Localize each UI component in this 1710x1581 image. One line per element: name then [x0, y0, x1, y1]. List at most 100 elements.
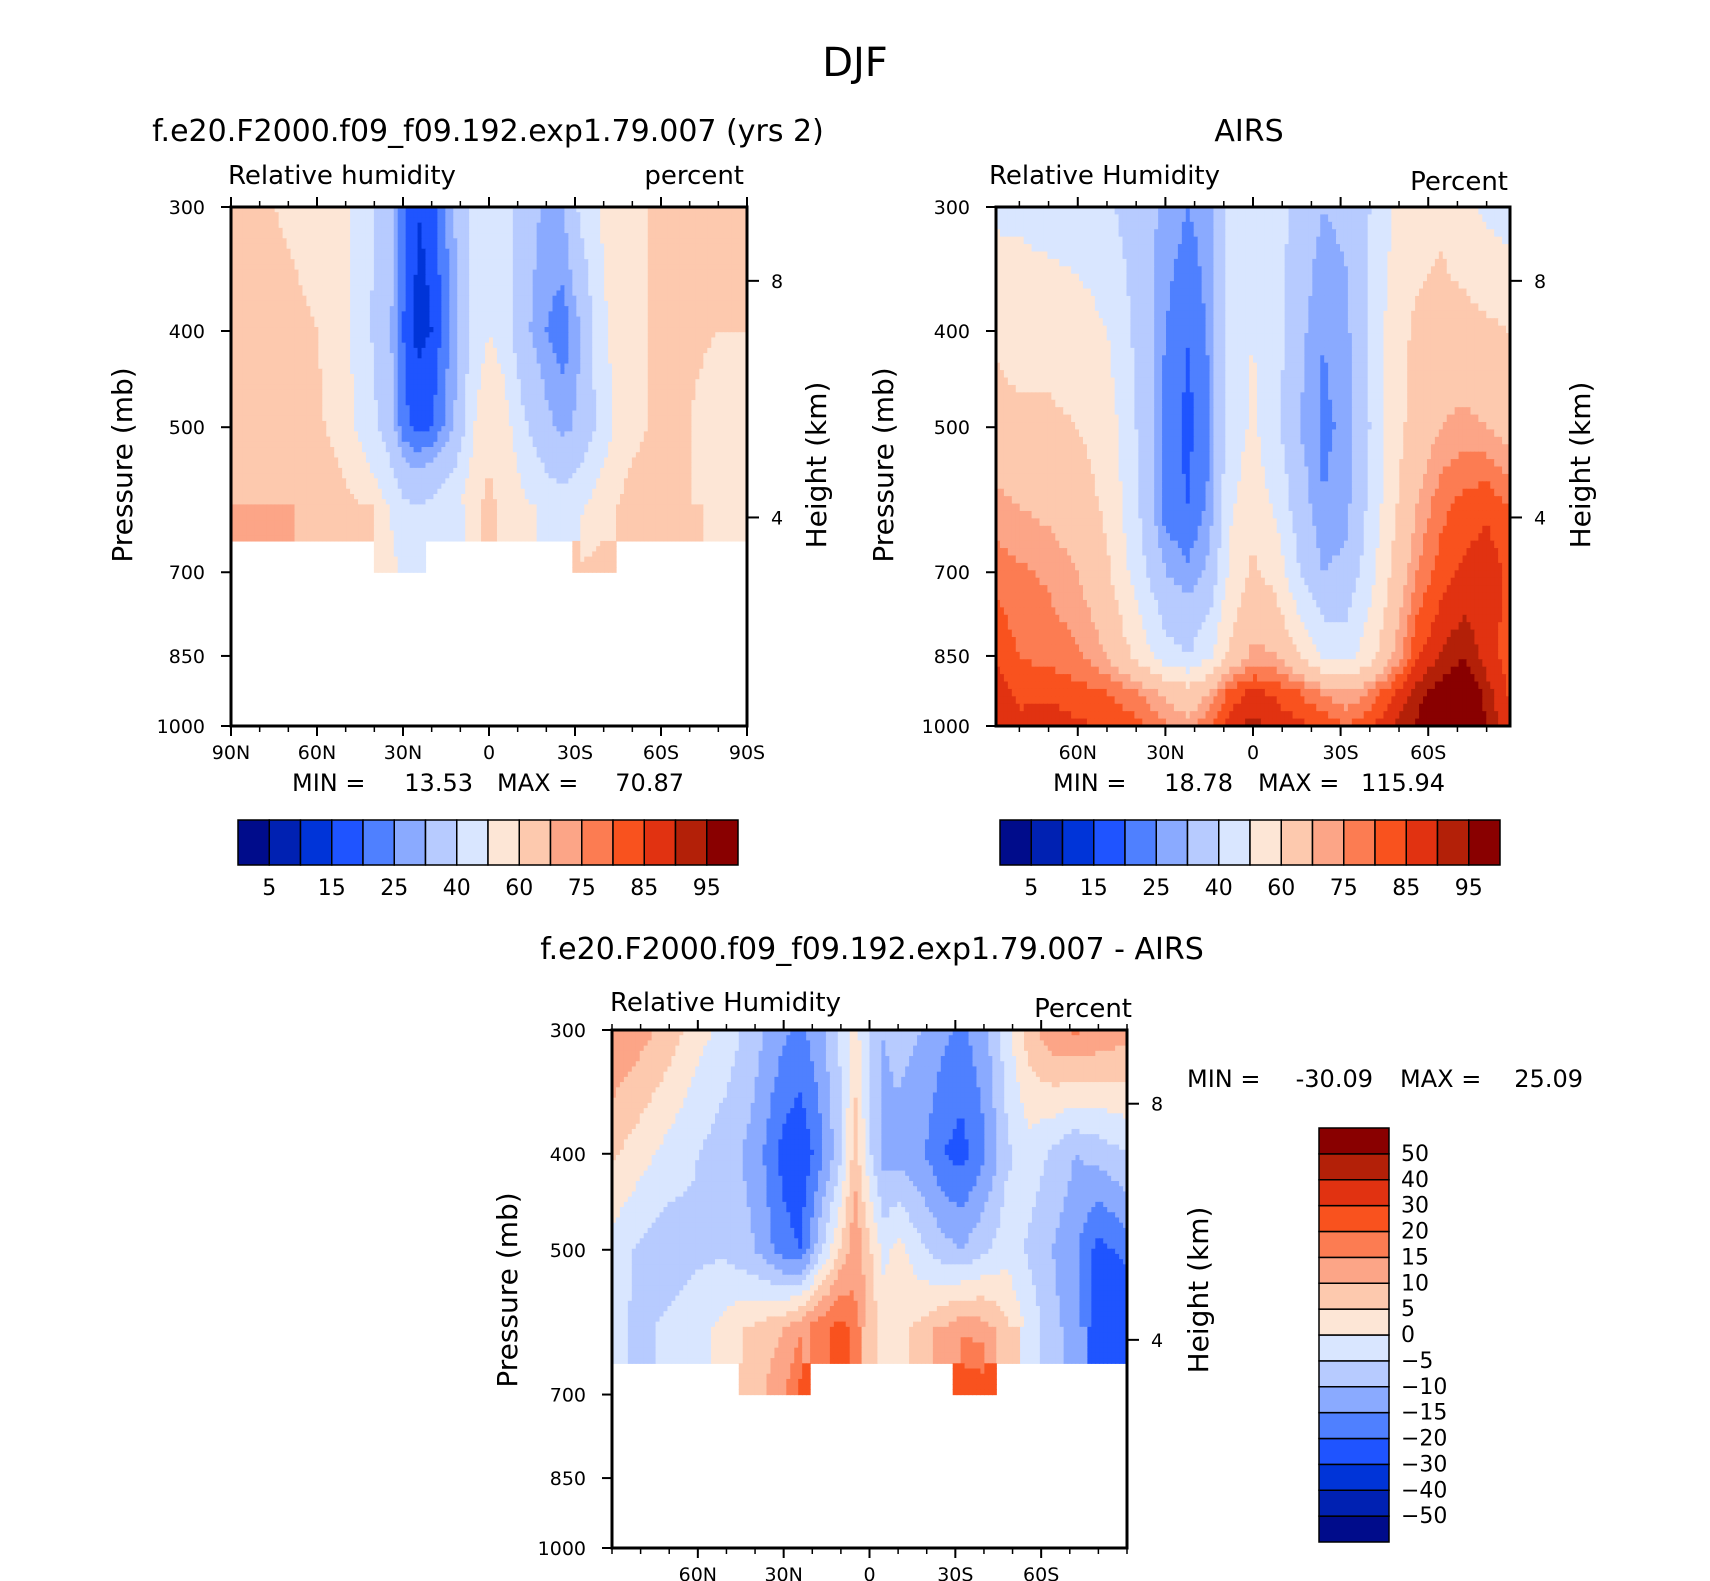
contour-cell [274, 269, 280, 276]
contour-cell [461, 316, 466, 323]
contour-cell [282, 400, 288, 406]
contour-cell [735, 384, 740, 391]
contour-cell [413, 368, 419, 375]
contour-cell [588, 290, 593, 297]
contour-cell [441, 212, 446, 219]
contour-cell [489, 389, 494, 396]
contour-cell [350, 342, 355, 349]
contour-cell [242, 295, 248, 302]
contour-cell [373, 269, 379, 276]
contour-cell [421, 212, 427, 219]
contour-cell [425, 280, 431, 286]
contour-cell [346, 300, 351, 307]
contour-cell [330, 248, 335, 255]
contour-cell [350, 337, 355, 344]
contour-cell [310, 368, 315, 375]
contour-cell [461, 394, 466, 401]
contour-cell [655, 269, 661, 276]
contour-cell [731, 285, 736, 292]
contour-cell [342, 243, 347, 250]
contour-cell [623, 306, 629, 312]
contour-cell [270, 363, 276, 370]
contour-cell [489, 300, 494, 307]
contour-cell [258, 248, 264, 255]
contour-cell [596, 233, 601, 239]
contour-cell [596, 212, 601, 219]
contour-cell [687, 207, 693, 213]
contour-cell [429, 264, 435, 271]
contour-cell [354, 212, 359, 219]
contour-cell [282, 269, 288, 276]
contour-cell [727, 306, 732, 312]
contour-cell [544, 332, 550, 339]
contour-cell [231, 217, 236, 224]
contour-cell [238, 311, 244, 318]
contour-cell [548, 238, 554, 245]
contour-cell [596, 400, 601, 406]
contour-cell [576, 207, 581, 213]
contour-cell [298, 363, 304, 370]
contour-cell [612, 306, 617, 312]
contour-cell [242, 373, 248, 380]
contour-cell [564, 347, 569, 354]
contour-cell [342, 280, 347, 286]
contour-cell [445, 353, 450, 359]
contour-cell [429, 290, 435, 297]
contour-cell [723, 269, 728, 276]
contour-cell [699, 311, 704, 318]
contour-cell [318, 253, 323, 260]
contour-cell [389, 321, 395, 328]
contour-cell [528, 212, 534, 219]
contour-cell [500, 342, 506, 349]
contour-cell [600, 347, 605, 354]
contour-cell [616, 238, 621, 245]
contour-cell [389, 222, 395, 229]
contour-cell [461, 353, 466, 359]
contour-cell [286, 280, 292, 286]
contour-cell [485, 290, 490, 297]
contour-cell [270, 238, 276, 245]
contour-cell [691, 295, 696, 302]
contour-cell [485, 248, 490, 255]
contour-cell [465, 238, 470, 245]
contour-cell [556, 353, 562, 359]
contour-cell [520, 342, 526, 349]
contour-cell [600, 389, 605, 396]
contour-cell [691, 227, 696, 234]
contour-cell [592, 373, 597, 380]
contour-cell [453, 311, 458, 318]
contour-cell [373, 222, 379, 229]
contour-cell [246, 373, 252, 380]
contour-cell [381, 280, 387, 286]
contour-cell [389, 332, 395, 339]
contour-cell [695, 300, 700, 307]
contour-cell [556, 238, 562, 245]
contour-cell [433, 316, 438, 323]
contour-cell [616, 363, 621, 370]
contour-cell [234, 342, 240, 349]
contour-cell [262, 306, 268, 312]
contour-cell [568, 337, 573, 344]
contour-cell [369, 400, 375, 406]
contour-cell [310, 400, 315, 406]
contour-cell [564, 264, 569, 271]
contour-cell [556, 269, 562, 276]
contour-cell [298, 400, 304, 406]
contour-cell [465, 300, 470, 307]
contour-cell [719, 264, 724, 271]
contour-cell [254, 321, 260, 328]
contour-cell [469, 311, 474, 318]
contour-cell [695, 321, 700, 328]
contour-cell [270, 306, 276, 312]
contour-cell [274, 233, 280, 239]
contour-cell [600, 384, 605, 391]
contour-cell [731, 347, 736, 354]
contour-cell [604, 300, 609, 307]
contour-cell [719, 212, 724, 219]
contour-cell [457, 290, 462, 297]
contour-cell [413, 373, 419, 380]
contour-cell [457, 243, 462, 250]
contour-cell [449, 207, 454, 213]
contour-cell [731, 321, 736, 328]
contour-cell [425, 347, 431, 354]
